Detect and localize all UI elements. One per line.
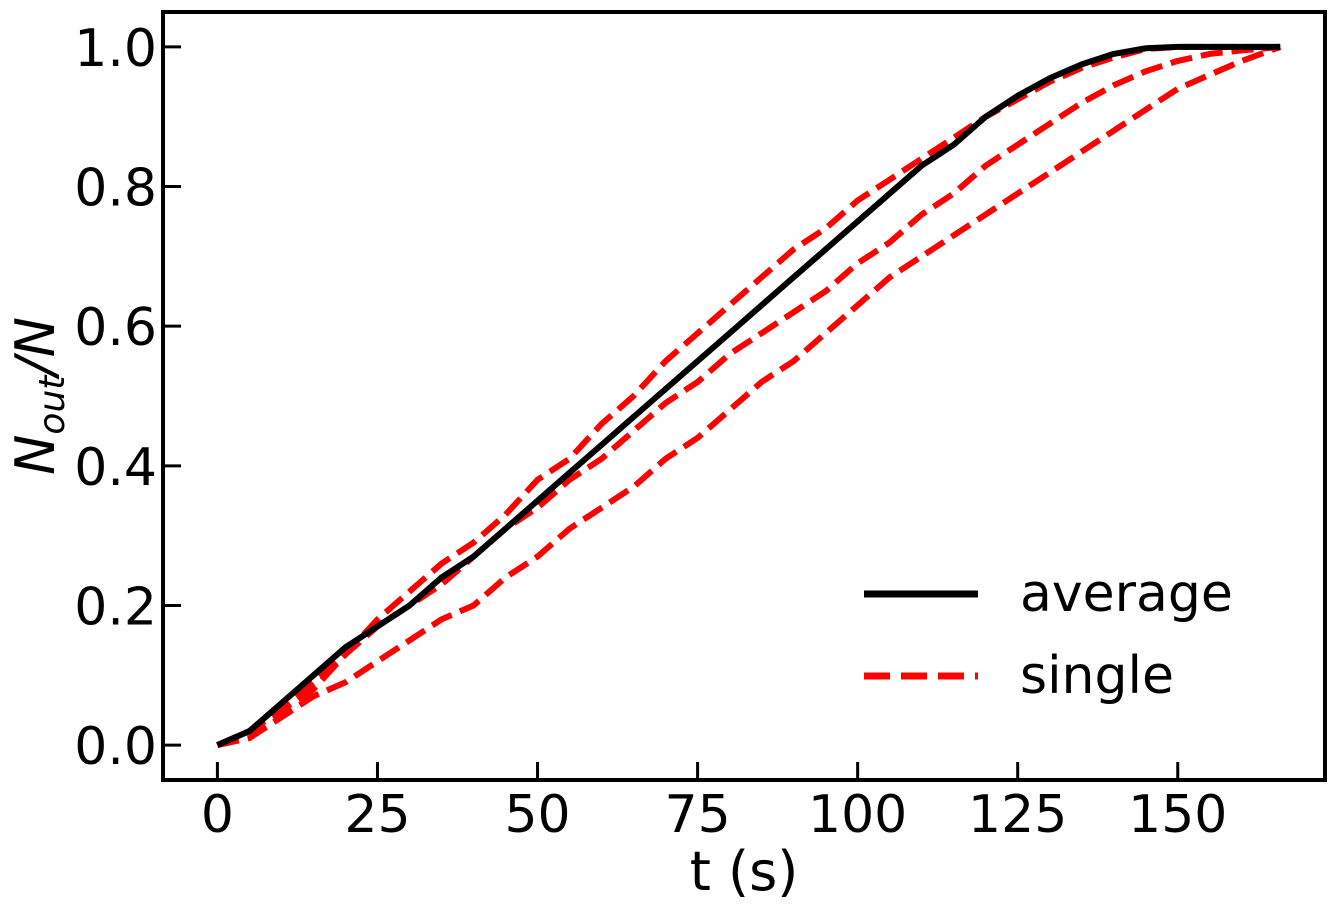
plot-frame (161, 10, 1327, 782)
series-line-average-3 (216, 43, 1281, 748)
x-tick-label-125: 125 (968, 785, 1067, 845)
y-tick-label-0.4: 0.4 (74, 438, 157, 498)
x-tick-label-25: 25 (344, 785, 410, 845)
legend-label-single: single (1020, 646, 1174, 706)
series-layer (216, 43, 1282, 749)
ticks-layer: 0 25 50 75 100 125 150 0.0 0.2 0.4 0.6 0.8 1.0 (74, 19, 1227, 845)
x-tick-label-50: 50 (504, 785, 570, 845)
y-tick-label-0.2: 0.2 (74, 577, 157, 637)
legend: average single (864, 564, 1233, 706)
y-tick-label-1: 1.0 (74, 19, 157, 79)
y-axis-label-sub: out (32, 374, 73, 435)
y-axis-label: Nout/N (4, 317, 73, 475)
series-line-single-0 (216, 43, 1281, 748)
y-axis-label-rest: /N (4, 317, 67, 380)
x-tick-label-0: 0 (201, 785, 234, 845)
x-tick-label-75: 75 (664, 785, 730, 845)
x-tick-label-100: 100 (808, 785, 907, 845)
y-tick-label-0: 0.0 (74, 717, 157, 777)
x-axis-label: t (s) (690, 840, 799, 903)
y-tick-label-0.8: 0.8 (74, 159, 157, 219)
series-line-single-2 (216, 44, 1282, 749)
y-tick-label-0.6: 0.6 (74, 298, 157, 358)
x-tick-label-150: 150 (1128, 785, 1227, 845)
legend-label-average: average (1020, 564, 1233, 624)
y-axis-label-base: N (4, 435, 67, 475)
